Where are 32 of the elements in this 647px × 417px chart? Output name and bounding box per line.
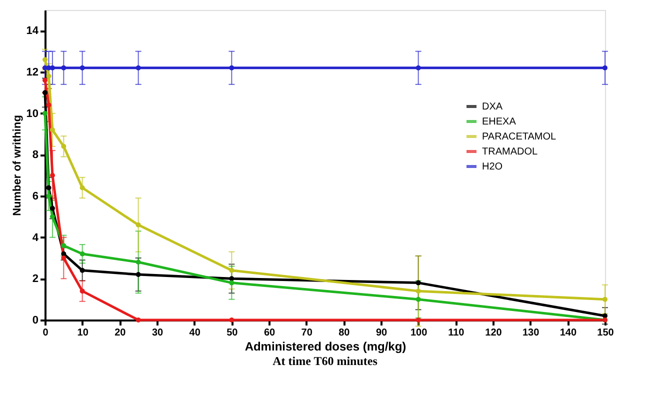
x-tick-label: 120 — [485, 328, 502, 338]
x-tick-label: 0 — [42, 328, 49, 338]
legend-label: DXA — [482, 102, 503, 112]
legend-label: PARACETAMOL — [482, 132, 557, 142]
x-tick-label: 110 — [448, 328, 465, 338]
y-axis-title: Number of writhing — [11, 115, 24, 216]
y-tick-label: 10 — [26, 108, 38, 120]
x-tick-label: 80 — [338, 328, 350, 338]
x-axis-title: Administered doses (mg/kg) — [244, 340, 406, 354]
text: At time T60 minutes — [272, 354, 378, 368]
x-tick-label: 90 — [376, 328, 388, 338]
x-tick-label: 10 — [77, 328, 89, 338]
x-tick-label: 50 — [226, 328, 238, 338]
y-tick-label: 8 — [32, 149, 38, 162]
y-tick-label: 12 — [26, 66, 38, 78]
legend-label: TRAMADOL — [482, 146, 538, 158]
x-tick-label: 30 — [152, 328, 164, 338]
y-tick-label: 4 — [32, 232, 40, 244]
x-tick-label: 130 — [522, 328, 540, 338]
x-tick-label: 60 — [264, 328, 276, 338]
y-tick-label: 0 — [32, 314, 38, 326]
x-tick-label: 20 — [114, 328, 126, 338]
x-tick-label: 40 — [189, 328, 201, 338]
y-tick-label: 6 — [32, 190, 38, 202]
legend-label: H2O — [482, 162, 503, 172]
x-tick-label: 100 — [410, 328, 428, 338]
y-tick-label: 14 — [26, 25, 40, 38]
x-tick-label: 150 — [597, 328, 614, 338]
legend-label: EHEXA — [482, 116, 516, 128]
y-tick-label: 2 — [32, 273, 38, 286]
x-tick-label: 140 — [560, 328, 577, 338]
x-tick-label: 70 — [301, 328, 313, 338]
